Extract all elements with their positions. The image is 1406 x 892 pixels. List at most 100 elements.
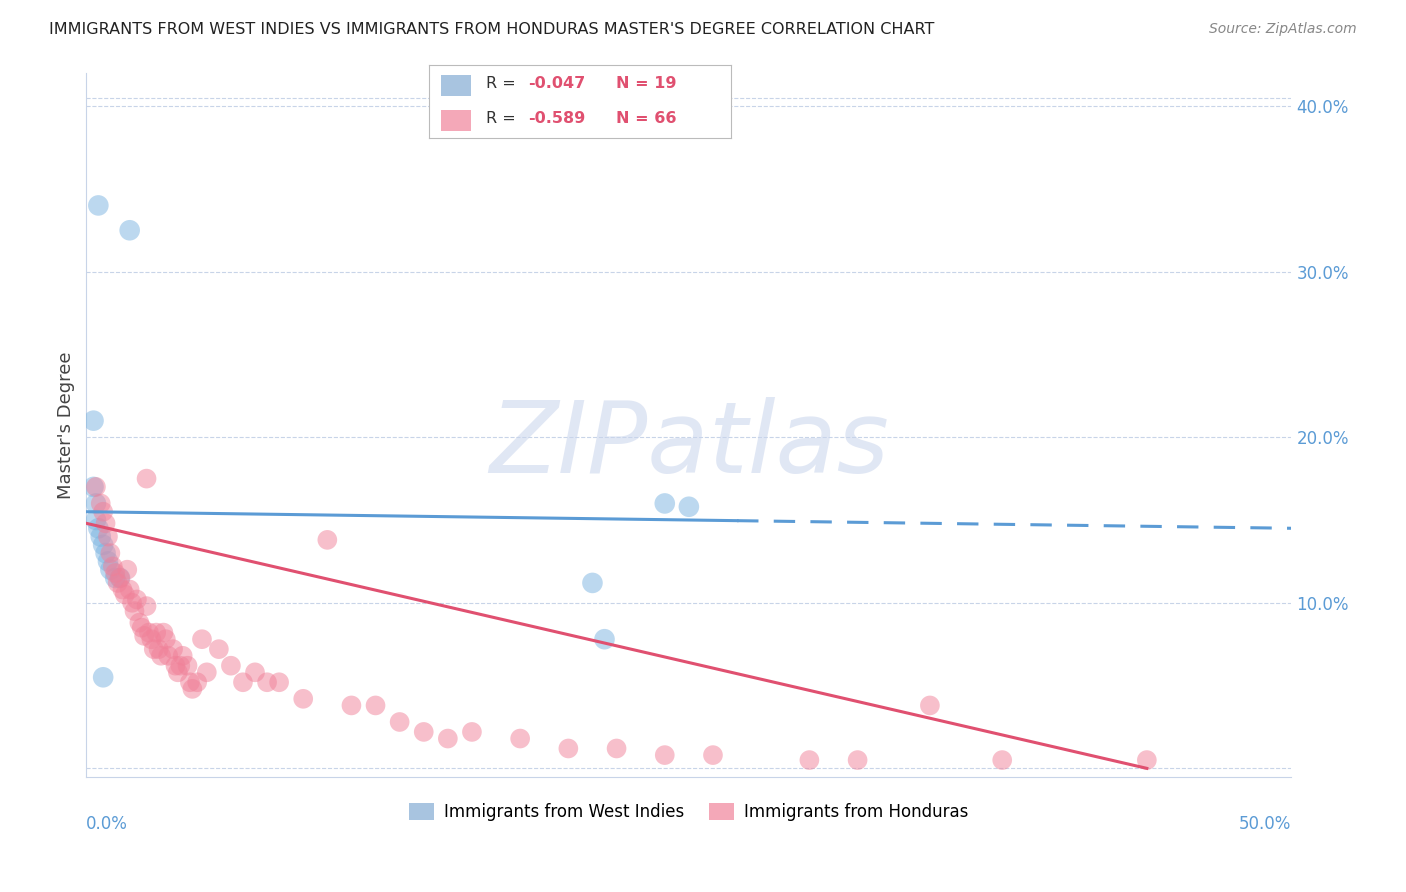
Point — [437, 731, 460, 746]
Point — [918, 698, 941, 713]
Point — [557, 741, 579, 756]
Point — [232, 675, 254, 690]
Point — [179, 675, 201, 690]
Point — [84, 513, 107, 527]
Legend: Immigrants from West Indies, Immigrants from Honduras: Immigrants from West Indies, Immigrants … — [402, 797, 976, 828]
Point — [195, 665, 218, 680]
Point — [148, 642, 170, 657]
Point — [142, 642, 165, 657]
Point — [83, 414, 105, 428]
Point — [678, 500, 700, 514]
Text: Source: ZipAtlas.com: Source: ZipAtlas.com — [1209, 22, 1357, 37]
Text: -0.589: -0.589 — [529, 111, 586, 126]
FancyBboxPatch shape — [441, 75, 471, 95]
Point — [87, 198, 110, 212]
Text: IMMIGRANTS FROM WEST INDIES VS IMMIGRANTS FROM HONDURAS MASTER'S DEGREE CORRELAT: IMMIGRANTS FROM WEST INDIES VS IMMIGRANT… — [49, 22, 935, 37]
Point — [654, 748, 676, 763]
Point — [91, 505, 114, 519]
Point — [606, 741, 628, 756]
Point — [208, 642, 231, 657]
Point — [118, 582, 141, 597]
Text: 0.0%: 0.0% — [86, 815, 128, 833]
Point — [593, 632, 616, 647]
Point — [108, 571, 131, 585]
Point — [702, 748, 724, 763]
Point — [509, 731, 531, 746]
Point — [107, 575, 129, 590]
Point — [104, 566, 127, 580]
Point — [135, 599, 157, 613]
Point — [138, 625, 160, 640]
Point — [94, 546, 117, 560]
Point — [150, 648, 173, 663]
Point — [172, 648, 194, 663]
Point — [162, 642, 184, 657]
Point — [97, 530, 120, 544]
Text: N = 19: N = 19 — [616, 76, 676, 91]
Point — [316, 533, 339, 547]
Point — [654, 496, 676, 510]
Point — [100, 563, 122, 577]
Point — [101, 559, 124, 574]
Text: R =: R = — [486, 76, 522, 91]
Point — [799, 753, 821, 767]
Point — [176, 658, 198, 673]
Y-axis label: Master's Degree: Master's Degree — [58, 351, 75, 499]
Point — [991, 753, 1014, 767]
Point — [117, 563, 139, 577]
Point — [219, 658, 242, 673]
Point — [94, 516, 117, 531]
Point — [155, 632, 177, 647]
Point — [135, 472, 157, 486]
Point — [131, 621, 153, 635]
Point — [97, 554, 120, 568]
Point — [124, 604, 146, 618]
Point — [157, 648, 180, 663]
FancyBboxPatch shape — [441, 111, 471, 131]
Text: N = 66: N = 66 — [616, 111, 676, 126]
Text: 50.0%: 50.0% — [1239, 815, 1292, 833]
Point — [108, 571, 131, 585]
Point — [191, 632, 214, 647]
Point — [388, 714, 411, 729]
Point — [90, 530, 112, 544]
Point — [91, 670, 114, 684]
Point — [186, 675, 208, 690]
Point — [165, 658, 187, 673]
Point — [181, 681, 204, 696]
Point — [83, 480, 105, 494]
Point — [91, 538, 114, 552]
Point — [152, 625, 174, 640]
Point — [84, 496, 107, 510]
Point — [90, 496, 112, 510]
Point — [243, 665, 266, 680]
Point — [121, 596, 143, 610]
Point — [167, 665, 190, 680]
Point — [87, 521, 110, 535]
Point — [461, 725, 484, 739]
Point — [1136, 753, 1159, 767]
Text: R =: R = — [486, 111, 522, 126]
Point — [412, 725, 434, 739]
Text: ZIPatlas: ZIPatlas — [489, 398, 889, 494]
Point — [145, 625, 167, 640]
Point — [134, 629, 156, 643]
Point — [256, 675, 278, 690]
Point — [125, 592, 148, 607]
Point — [581, 575, 603, 590]
Point — [141, 632, 163, 647]
Text: -0.047: -0.047 — [529, 76, 586, 91]
Point — [846, 753, 869, 767]
Point — [104, 571, 127, 585]
Point — [292, 691, 315, 706]
Point — [84, 480, 107, 494]
Point — [269, 675, 291, 690]
Point — [114, 587, 136, 601]
Point — [364, 698, 387, 713]
Point — [100, 546, 122, 560]
Point — [118, 223, 141, 237]
Point — [111, 582, 134, 597]
Point — [340, 698, 363, 713]
Point — [128, 615, 150, 630]
Point — [169, 658, 191, 673]
